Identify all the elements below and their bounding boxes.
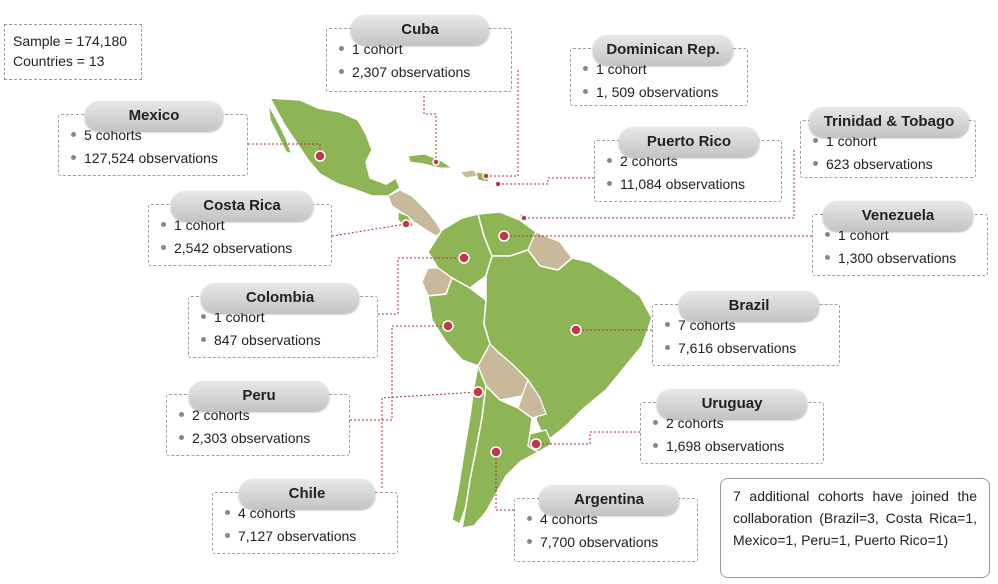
country-name: Brazil bbox=[679, 291, 819, 321]
marker-costa-rica bbox=[401, 219, 411, 229]
marker-puerto-rico bbox=[494, 180, 502, 188]
sample-size-label: Sample = 174,180 bbox=[13, 33, 128, 49]
country-name: Puerto Rico bbox=[619, 127, 759, 157]
connector-cuba bbox=[423, 96, 437, 162]
country-name: Trinidad & Tobago bbox=[809, 107, 969, 137]
bullet-icon bbox=[825, 255, 830, 260]
marker-uruguay bbox=[530, 438, 542, 450]
connector-dominican-rep bbox=[486, 70, 519, 177]
bullet-icon bbox=[813, 161, 818, 166]
observation-count: 2,542 observations bbox=[149, 236, 331, 259]
bullet-icon bbox=[339, 69, 344, 74]
bullet-icon bbox=[825, 232, 830, 237]
country-card-brazil: Brazil 7 cohorts 7,616 observations bbox=[652, 291, 840, 366]
observation-count: 2,303 observations bbox=[167, 426, 349, 449]
bullet-icon bbox=[653, 420, 658, 425]
country-name: Argentina bbox=[539, 485, 679, 515]
observation-count: 7,616 observations bbox=[653, 336, 839, 359]
marker-chile bbox=[472, 386, 484, 398]
country-name: Costa Rica bbox=[171, 191, 313, 221]
connector-costa-rica bbox=[331, 223, 407, 237]
observation-count: 7,700 observations bbox=[515, 530, 697, 553]
argentina-shape bbox=[461, 384, 540, 529]
country-card-mexico: Mexico 5 cohorts 127,524 observations bbox=[58, 101, 248, 176]
hispaniola-shape bbox=[458, 169, 479, 179]
country-name: Dominican Rep. bbox=[593, 35, 733, 65]
bullet-icon bbox=[161, 245, 166, 250]
bullet-icon bbox=[179, 435, 184, 440]
bullet-icon bbox=[201, 314, 206, 319]
country-name: Mexico bbox=[85, 101, 223, 131]
country-card-uruguay: Uruguay 2 cohorts 1,698 observations bbox=[640, 389, 824, 464]
country-name: Venezuela bbox=[823, 201, 973, 231]
country-card-venezuela: Venezuela 1 cohort 1,300 observations bbox=[812, 201, 988, 276]
observation-count: 1,698 observations bbox=[641, 434, 823, 457]
observation-count: 11,084 observations bbox=[595, 172, 781, 195]
bullet-icon bbox=[201, 337, 206, 342]
cuba-shape bbox=[407, 153, 454, 169]
baja-shape bbox=[267, 103, 294, 156]
observation-count: 2,307 observations bbox=[327, 60, 511, 83]
central-america-shape bbox=[387, 189, 443, 237]
country-card-costa-rica: Costa Rica 1 cohort 2,542 observations bbox=[148, 191, 332, 266]
bullet-icon bbox=[527, 539, 532, 544]
observation-count: 623 observations bbox=[801, 152, 975, 175]
observation-count: 1, 509 observations bbox=[571, 80, 747, 103]
bullet-icon bbox=[665, 345, 670, 350]
connector-chile bbox=[381, 391, 479, 488]
bullet-icon bbox=[179, 412, 184, 417]
country-name: Cuba bbox=[351, 15, 489, 45]
bullet-icon bbox=[225, 533, 230, 538]
observation-count: 1,300 observations bbox=[813, 246, 987, 269]
connector-argentina bbox=[495, 452, 514, 511]
connector-colombia bbox=[378, 257, 464, 315]
marker-argentina bbox=[490, 446, 502, 458]
country-card-dominican-rep: Dominican Rep. 1 cohort 1, 509 observati… bbox=[570, 35, 748, 106]
bullet-icon bbox=[607, 181, 612, 186]
bullet-icon bbox=[813, 138, 818, 143]
marker-dominican-rep bbox=[482, 172, 490, 180]
bullet-icon bbox=[527, 516, 532, 521]
country-name: Peru bbox=[189, 381, 329, 411]
marker-venezuela bbox=[498, 230, 510, 242]
observation-count: 127,524 observations bbox=[59, 146, 247, 169]
country-card-peru: Peru 2 cohorts 2,303 observations bbox=[166, 381, 350, 456]
sample-summary-box: Sample = 174,180 Countries = 13 bbox=[4, 24, 142, 80]
marker-trinidad bbox=[520, 214, 528, 222]
connector-uruguay bbox=[536, 431, 640, 445]
marker-mexico bbox=[314, 150, 326, 162]
mexico-shape bbox=[268, 97, 401, 197]
country-card-trinidad-tobago: Trinidad & Tobago 1 cohort 623 observati… bbox=[800, 107, 976, 178]
country-name: Uruguay bbox=[657, 389, 807, 419]
country-card-argentina: Argentina 4 cohorts 7,700 observations bbox=[514, 485, 698, 562]
bullet-icon bbox=[583, 89, 588, 94]
bullet-icon bbox=[71, 132, 76, 137]
country-card-chile: Chile 4 cohorts 7,127 observations bbox=[212, 479, 398, 554]
bullet-icon bbox=[161, 222, 166, 227]
bullet-icon bbox=[665, 322, 670, 327]
country-name: Colombia bbox=[201, 283, 359, 313]
bullet-icon bbox=[653, 443, 658, 448]
bullet-icon bbox=[583, 66, 588, 71]
bullet-icon bbox=[71, 155, 76, 160]
countries-count-label: Countries = 13 bbox=[13, 53, 105, 69]
connector-puerto-rico bbox=[498, 177, 594, 185]
bullet-icon bbox=[339, 46, 344, 51]
observation-count: 847 observations bbox=[189, 328, 377, 351]
additional-cohorts-note: 7 additional cohorts have joined the col… bbox=[720, 478, 990, 578]
marker-cuba bbox=[432, 158, 440, 166]
connector-trinidad bbox=[524, 150, 795, 219]
country-card-puerto-rico: Puerto Rico 2 cohorts 11,084 observation… bbox=[594, 127, 782, 202]
country-card-cuba: Cuba 1 cohort 2,307 observations bbox=[326, 15, 512, 92]
bullet-icon bbox=[607, 158, 612, 163]
connector-peru bbox=[350, 325, 448, 421]
bullet-icon bbox=[225, 510, 230, 515]
observation-count: 7,127 observations bbox=[213, 524, 397, 547]
marker-brazil bbox=[570, 324, 582, 336]
marker-peru bbox=[442, 320, 454, 332]
country-name: Chile bbox=[239, 479, 375, 509]
country-card-colombia: Colombia 1 cohort 847 observations bbox=[188, 283, 378, 358]
marker-colombia bbox=[458, 252, 470, 264]
